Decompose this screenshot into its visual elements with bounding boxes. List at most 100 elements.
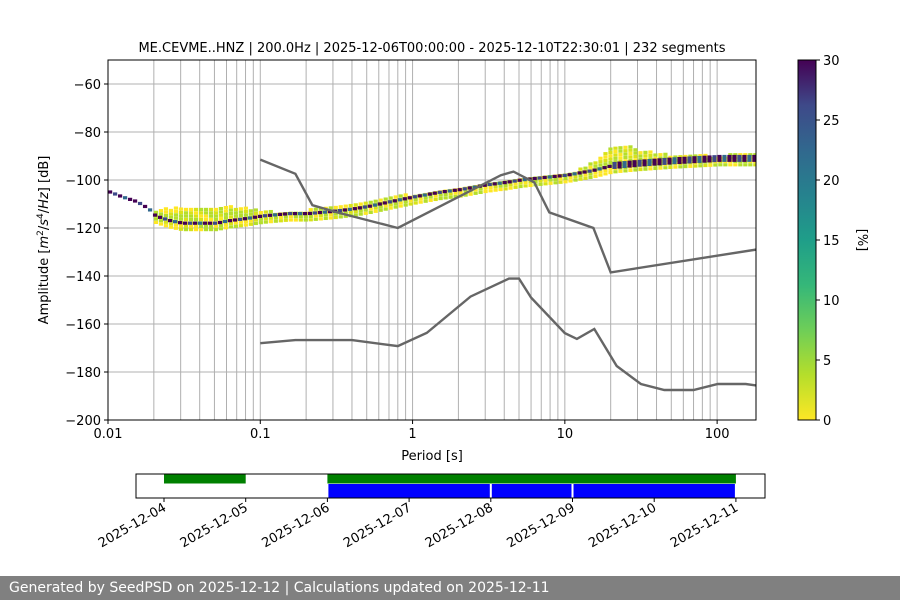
mode-cell	[737, 154, 742, 162]
spread-cell	[333, 212, 338, 216]
spread-cell	[228, 221, 233, 226]
mode-cell	[212, 221, 218, 225]
spread-cell	[663, 156, 668, 160]
spread-cell	[418, 197, 423, 201]
colorbar-tick-label: 30	[823, 54, 840, 69]
spread-cell	[618, 169, 623, 173]
spread-cell	[488, 189, 493, 193]
spread-cell	[288, 218, 293, 222]
mode-cell	[167, 218, 173, 223]
mode-cell	[522, 178, 527, 182]
spread-cell	[288, 215, 293, 219]
spread-cell	[348, 203, 353, 208]
mode-cell	[152, 213, 158, 217]
spread-cell	[268, 209, 273, 214]
spread-cell	[678, 165, 683, 169]
spread-cell	[223, 216, 228, 220]
spread-cell	[178, 224, 184, 228]
spread-cell	[623, 149, 628, 153]
spread-cell	[388, 203, 393, 207]
spread-cell	[353, 203, 358, 207]
spread-cell	[213, 211, 218, 215]
mode-cell	[427, 192, 432, 196]
spread-cell	[688, 164, 693, 168]
spread-cell	[568, 179, 573, 183]
spread-cell	[623, 155, 628, 160]
spread-cell	[593, 171, 598, 175]
mode-cell	[682, 156, 687, 164]
spread-cell	[158, 222, 164, 226]
spread-cell	[693, 164, 698, 168]
spread-cell	[238, 213, 243, 218]
spread-cell	[673, 155, 678, 159]
spread-cell	[378, 198, 383, 202]
mode-cell	[632, 160, 637, 168]
spread-cell	[548, 181, 553, 185]
spread-cell	[178, 207, 184, 211]
spread-cell	[398, 194, 403, 198]
mode-cell	[177, 221, 183, 225]
mode-cell	[227, 219, 233, 223]
mode-cell	[577, 171, 582, 175]
timeline-green-bar	[327, 474, 736, 484]
mode-cell	[127, 197, 133, 201]
spread-cell	[668, 165, 673, 170]
mode-cell	[322, 210, 327, 214]
mode-cell	[277, 212, 283, 217]
spread-cell	[183, 228, 189, 232]
spread-cell	[518, 184, 523, 189]
spread-cell	[613, 150, 618, 154]
mode-cell	[547, 175, 552, 179]
spread-cell	[188, 207, 194, 212]
mode-cell	[687, 156, 692, 164]
mode-cell	[582, 170, 587, 174]
spread-cell	[233, 224, 238, 228]
spread-cell	[683, 154, 688, 159]
spread-cell	[208, 211, 213, 215]
spread-cell	[263, 220, 268, 224]
spread-cell	[418, 200, 423, 204]
spread-cell	[228, 208, 233, 212]
mode-cell	[267, 213, 273, 217]
mode-cell	[612, 161, 617, 169]
spread-cell	[228, 205, 233, 209]
spread-cell	[633, 168, 638, 172]
spread-cell	[338, 205, 343, 209]
spread-cell	[313, 217, 318, 221]
mode-cell	[472, 185, 477, 189]
spread-cell	[603, 168, 608, 173]
spread-cell	[243, 206, 248, 210]
spread-cell	[338, 215, 343, 219]
spread-cell	[218, 227, 223, 231]
spread-cell	[203, 211, 208, 215]
y-axis-label: Amplitude [m2/s4/Hz] [dB]	[36, 156, 52, 325]
colorbar-axis: 0 5 10 15 20 25 30	[816, 54, 840, 429]
spread-cell	[678, 155, 683, 159]
spread-cell	[233, 211, 238, 215]
chart-canvas: ME.CEVME..HNZ | 200.0Hz | 2025-12-06T00:…	[36, 41, 869, 551]
spread-cell	[623, 145, 628, 149]
spread-cell	[303, 218, 308, 222]
spread-cell	[688, 154, 693, 158]
mode-cell	[487, 182, 492, 187]
spread-cell	[733, 163, 738, 167]
spread-cell	[703, 153, 708, 158]
spread-cell	[603, 155, 608, 159]
mode-cell	[407, 196, 412, 200]
spread-cell	[528, 180, 533, 184]
spread-cell	[163, 210, 169, 214]
spread-cell	[243, 220, 248, 224]
timeline-tick-label: 2025-12-04	[96, 500, 169, 551]
spread-cell	[558, 180, 563, 184]
spread-cell	[238, 210, 243, 214]
spread-cell	[218, 210, 223, 214]
spread-cell	[323, 216, 328, 221]
mode-cell	[747, 154, 752, 162]
spread-cell	[703, 163, 708, 168]
spread-cell	[503, 183, 508, 188]
spread-cell	[168, 212, 174, 216]
spread-cell	[748, 163, 753, 167]
mode-cell	[482, 183, 487, 187]
spread-cell	[308, 214, 313, 219]
y-tick-label: −100	[65, 174, 101, 189]
